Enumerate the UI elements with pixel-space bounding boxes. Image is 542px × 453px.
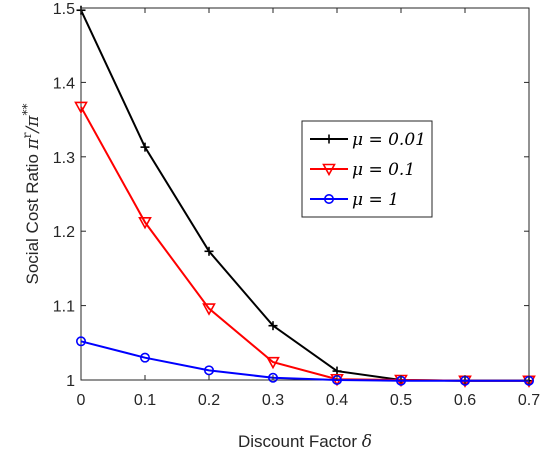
- legend-marker: [324, 134, 334, 144]
- data-point: [204, 246, 214, 256]
- y-axis-label-superscript: r: [20, 132, 34, 138]
- data-point: [76, 336, 87, 347]
- x-axis-label-text: Discount Factor: [238, 432, 362, 451]
- x-tick-label: 0.5: [390, 392, 412, 409]
- y-tick-label: 1: [66, 373, 75, 390]
- legend-item: μ = 0.1: [310, 160, 415, 180]
- y-tick-label: 1.1: [53, 299, 75, 316]
- y-axis-label-symbol: π: [23, 137, 43, 150]
- legend-label: μ = 0.01: [352, 130, 426, 150]
- legend-marker: [322, 163, 336, 177]
- y-axis-label-symbol: π: [23, 115, 43, 128]
- x-tick-label: 0.6: [454, 392, 476, 409]
- data-point: [267, 372, 278, 383]
- data-point: [140, 142, 150, 152]
- y-axis-label-text: Social Cost Ratio: [23, 149, 42, 284]
- data-point: [138, 216, 152, 230]
- x-tick-label: 0.3: [262, 392, 284, 409]
- series-line: [80, 340, 529, 382]
- data-point: [74, 101, 88, 115]
- data-point: [266, 356, 280, 370]
- y-axis-label-superscript: **: [20, 104, 34, 116]
- x-axis-label: Discount Factor δ: [238, 432, 372, 452]
- x-tick-label: 0.4: [326, 392, 348, 409]
- y-tick-label: 1.4: [53, 75, 75, 92]
- y-tick-label: 1.5: [53, 1, 75, 18]
- y-tick-label: 1.3: [53, 150, 75, 167]
- x-tick-label: 0.2: [198, 392, 220, 409]
- data-point: [202, 303, 216, 316]
- x-tick-label: 0: [77, 392, 86, 409]
- x-tick-label: 0.1: [134, 392, 156, 409]
- legend-label: μ = 0.1: [352, 160, 415, 180]
- x-axis-label-symbol: δ: [362, 432, 372, 452]
- legend-label: μ = 1: [352, 190, 399, 210]
- y-axis-label: Social Cost Ratio πr/π**: [20, 104, 43, 285]
- legend-item: μ = 0.01: [310, 130, 426, 150]
- axis-ticks: 0 0.1 0.2 0.3 0.4 0.5 0.6 0.7 1 1.1 1.2 1.3 1.4 1.5: [53, 1, 540, 409]
- y-axis-label-symbol: /: [23, 124, 43, 134]
- legend: μ = 0.01 μ = 0.1 μ = 1: [301, 120, 433, 218]
- data-point: [140, 352, 151, 363]
- legend-marker: [323, 194, 334, 205]
- data-point: [268, 321, 278, 331]
- legend-item: μ = 1: [310, 190, 399, 210]
- x-tick-label: 0.7: [518, 392, 540, 409]
- y-tick-label: 1.2: [53, 224, 75, 241]
- data-point: [204, 365, 215, 376]
